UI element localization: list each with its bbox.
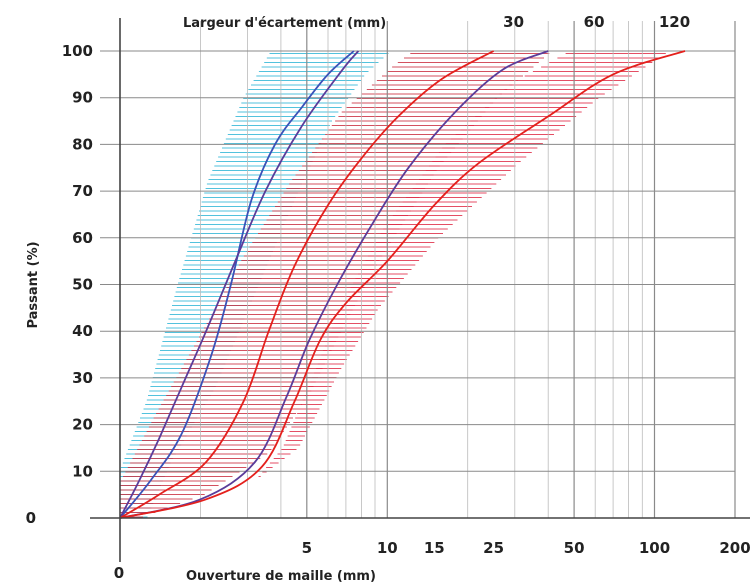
grading-bands	[120, 53, 666, 518]
y-tick-label: 50	[72, 276, 93, 294]
x-tick-label: 5	[302, 539, 312, 557]
y-tick-label: 20	[72, 416, 93, 434]
y-tick-label: 100	[62, 42, 93, 60]
grading-curve-2	[119, 50, 495, 519]
top-tick-label: 60	[584, 13, 605, 31]
grading-curve-3	[119, 50, 549, 519]
band-1	[120, 53, 550, 518]
x-tick-labels: 5 10 15 25 50 100 200	[302, 539, 750, 557]
top-tick-label: 30	[503, 13, 524, 31]
top-axis-title: Largeur d'écartement (mm)	[183, 16, 386, 31]
x-tick-label: 25	[483, 539, 504, 557]
top-tick-labels: 30 60 120	[503, 13, 690, 31]
y-tick-label: 40	[72, 322, 93, 340]
y-tick-label: 30	[72, 369, 93, 387]
y-tick-label: 0	[26, 509, 36, 527]
x-axis-title: Ouverture de maille (mm)	[186, 569, 376, 584]
y-tick-label: 60	[72, 229, 93, 247]
grading-curve-4	[119, 50, 686, 519]
x-tick-label: 10	[377, 539, 398, 557]
x-tick-label: 100	[639, 539, 670, 557]
y-tick-label: 70	[72, 182, 93, 200]
band-2	[258, 53, 666, 477]
x-tick-label: 50	[564, 539, 585, 557]
grading-curves	[119, 50, 686, 519]
y-tick-label: 80	[72, 135, 93, 153]
y-tick-label: 90	[72, 89, 93, 107]
origin-label: 0	[114, 564, 124, 582]
band-0	[120, 53, 389, 518]
grading-curve-1	[119, 50, 360, 519]
x-tick-label: 15	[424, 539, 445, 557]
y-axis-title: Passant (%)	[26, 241, 41, 328]
y-tick-label: 10	[72, 462, 93, 480]
x-tick-label: 200	[719, 539, 750, 557]
top-tick-label: 120	[659, 13, 690, 31]
y-tick-labels: 0 10 20 30 40 50 60 70 80 90 100	[26, 42, 93, 527]
